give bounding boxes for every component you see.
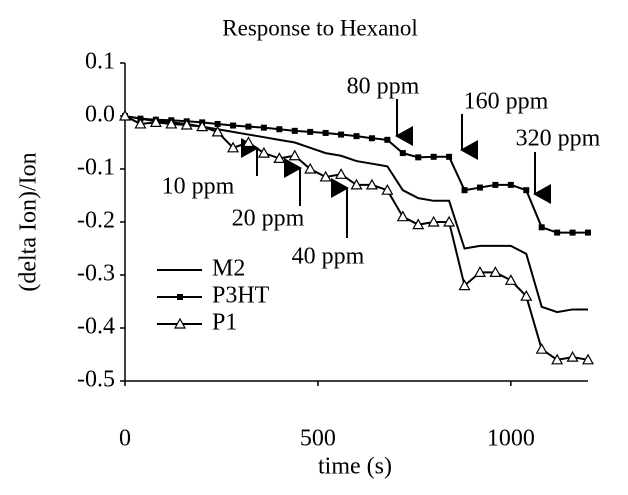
- point: [368, 135, 375, 142]
- legend-label: P3HT: [212, 283, 270, 309]
- point: [430, 153, 437, 160]
- point: [276, 126, 283, 133]
- point: [473, 266, 486, 277]
- point: [230, 122, 237, 129]
- point: [538, 224, 545, 231]
- point: [214, 120, 221, 127]
- point: [260, 124, 267, 131]
- point: [427, 215, 440, 227]
- annotation: 320 ppm: [516, 126, 601, 152]
- point: [338, 131, 345, 138]
- y-axis-label: (delta Ion)/Ion: [16, 152, 42, 291]
- point: [165, 117, 178, 129]
- point: [365, 178, 378, 190]
- annotation: 20 ppm: [232, 206, 305, 232]
- point: [335, 168, 348, 179]
- annotation: 40 ppm: [292, 244, 365, 270]
- point: [569, 229, 576, 236]
- y-tick-label: -0.3: [77, 261, 115, 287]
- annotation: 80 ppm: [347, 74, 420, 100]
- point: [322, 129, 329, 136]
- point: [585, 229, 591, 236]
- point: [507, 181, 514, 188]
- point: [196, 120, 209, 132]
- point: [242, 136, 255, 148]
- point: [173, 317, 187, 329]
- point: [307, 128, 314, 135]
- point: [180, 118, 193, 130]
- point: [535, 342, 548, 354]
- point: [504, 274, 517, 285]
- point: [412, 218, 425, 230]
- point: [134, 117, 147, 129]
- x-tick-label: 0: [119, 426, 131, 452]
- y-tick-label: -0.1: [77, 155, 115, 181]
- point: [523, 187, 530, 194]
- point: [177, 294, 183, 300]
- point: [492, 181, 499, 188]
- point: [149, 116, 162, 127]
- x-tick-label: 500: [300, 426, 336, 452]
- chart-title: Response to Hexanol: [222, 15, 417, 40]
- point: [551, 353, 564, 365]
- point: [381, 183, 394, 195]
- y-tick-label: -0.5: [77, 367, 115, 393]
- point: [319, 170, 332, 182]
- x-tick-label: 1000: [487, 426, 535, 452]
- point: [353, 133, 360, 140]
- point: [350, 178, 363, 190]
- point: [566, 350, 579, 362]
- y-tick-label: 0.0: [85, 102, 115, 128]
- x-axis-label: time (s): [318, 454, 392, 480]
- point: [443, 215, 456, 227]
- annotation: 10 ppm: [162, 174, 235, 200]
- point: [458, 279, 471, 291]
- point: [384, 136, 391, 143]
- y-tick-label: -0.2: [77, 208, 115, 234]
- point: [476, 184, 483, 191]
- point: [291, 127, 298, 134]
- y-tick-label: 0.1: [85, 49, 115, 75]
- annotation-arrows: [241, 99, 551, 238]
- point: [415, 154, 422, 161]
- point: [399, 150, 406, 157]
- point: [461, 187, 468, 194]
- point: [257, 146, 270, 158]
- point: [554, 229, 561, 236]
- point: [304, 162, 317, 174]
- point: [581, 353, 595, 365]
- point: [118, 109, 132, 121]
- point: [227, 141, 240, 153]
- legend-label: M2: [212, 256, 245, 282]
- y-tick-label: -0.4: [77, 314, 115, 340]
- point: [396, 210, 409, 222]
- legend-label: P1: [212, 310, 237, 336]
- point: [446, 153, 453, 160]
- annotation: 160 ppm: [464, 89, 549, 115]
- point: [245, 123, 252, 130]
- point: [273, 152, 286, 163]
- point: [489, 266, 502, 277]
- point: [211, 125, 224, 137]
- point: [288, 149, 301, 161]
- point: [520, 289, 533, 301]
